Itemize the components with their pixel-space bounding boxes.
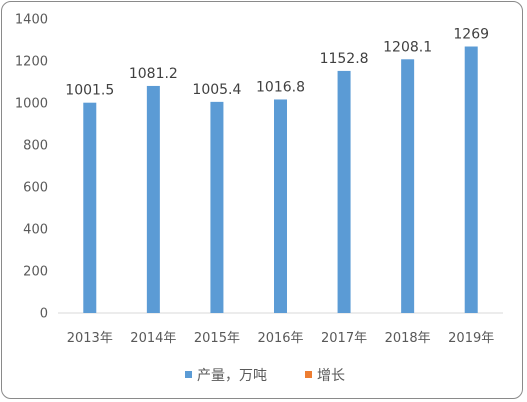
x-tick-label: 2018年 — [385, 331, 431, 346]
bar — [210, 101, 224, 313]
legend: 产量，万吨 增长 — [185, 368, 345, 384]
legend-label-production: 产量，万吨 — [197, 368, 267, 384]
bar — [464, 46, 478, 313]
y-tick-label: 1000 — [15, 97, 48, 112]
data-labels: 1001.5 1081.2 1005.4 1016.8 1152.8 1208.1 1269 — [65, 27, 489, 99]
bar — [274, 99, 287, 313]
y-tick-label: 200 — [23, 265, 48, 280]
bar — [401, 59, 415, 314]
legend-swatch-production — [185, 371, 192, 378]
data-label: 1208.1 — [383, 39, 432, 55]
x-axis-ticks: 2013年 2014年 2015年 2016年 2017年 2018年 2019年 — [67, 331, 495, 346]
x-tick-label: 2013年 — [67, 331, 113, 346]
x-tick-label: 2019年 — [448, 331, 494, 346]
bar — [83, 102, 97, 313]
x-tick-label: 2016年 — [257, 331, 303, 346]
y-tick-label: 1200 — [15, 55, 48, 70]
bars — [83, 46, 478, 314]
data-label: 1016.8 — [256, 79, 305, 95]
y-tick-label: 800 — [23, 139, 48, 154]
y-axis-ticks: 0 200 400 600 800 1000 1200 1400 — [15, 13, 48, 322]
legend-label-growth: 增长 — [317, 368, 345, 384]
y-tick-label: 400 — [23, 223, 48, 238]
bar — [337, 70, 351, 313]
y-tick-label: 600 — [23, 181, 48, 196]
legend-swatch-growth — [305, 371, 312, 378]
data-label: 1152.8 — [320, 51, 369, 67]
y-tick-label: 1400 — [15, 13, 48, 28]
data-label: 1001.5 — [65, 83, 114, 99]
data-label: 1269 — [453, 27, 489, 43]
y-tick-label: 0 — [40, 307, 48, 322]
data-label: 1005.4 — [192, 82, 241, 98]
x-tick-label: 2014年 — [130, 331, 176, 346]
bar — [146, 85, 160, 313]
x-tick-label: 2017年 — [321, 331, 367, 346]
data-label: 1081.2 — [129, 66, 178, 82]
x-tick-label: 2015年 — [194, 331, 240, 346]
